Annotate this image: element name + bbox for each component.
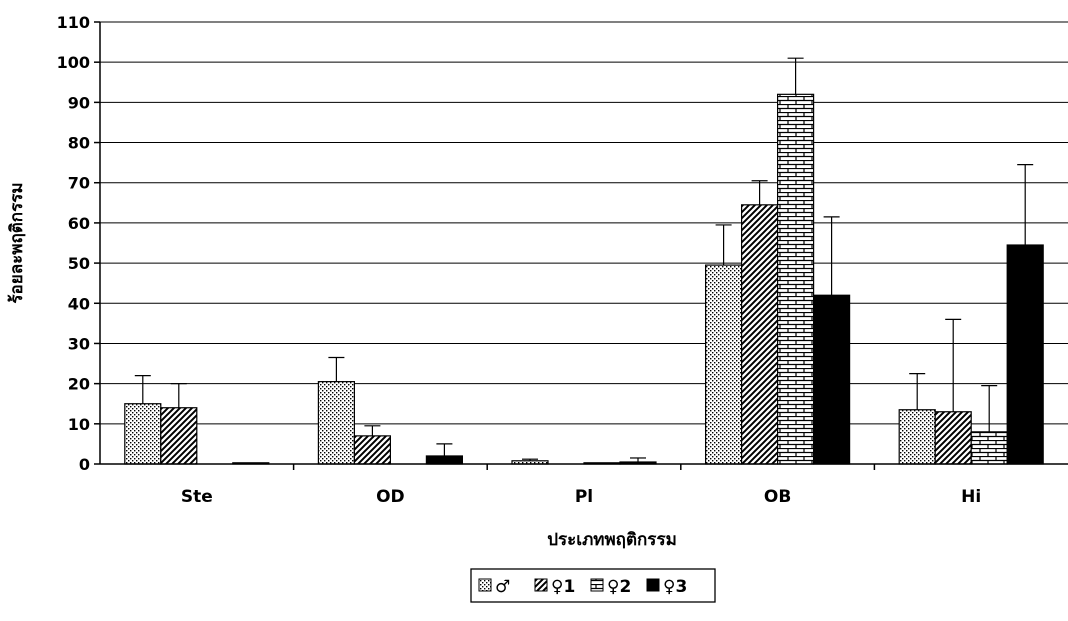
y-tick-label: 0 xyxy=(79,455,90,474)
bar xyxy=(812,294,851,465)
legend-entry: ♀2 xyxy=(607,577,631,597)
bar xyxy=(704,264,743,465)
bar xyxy=(160,407,198,465)
bar xyxy=(124,403,162,465)
x-category-labels: Ste OD Pl OB Hi xyxy=(181,487,981,507)
bar xyxy=(353,435,391,465)
legend-entry: ♀1 xyxy=(551,577,575,597)
y-tick-label: 30 xyxy=(68,334,90,353)
y-tick-label: 60 xyxy=(68,214,90,233)
bar xyxy=(740,204,779,465)
bar xyxy=(425,455,463,465)
bars xyxy=(124,93,1044,465)
legend-swatch xyxy=(590,578,604,592)
bar xyxy=(934,411,972,465)
legend-swatch xyxy=(534,578,548,592)
legend-swatch xyxy=(646,578,660,592)
bar xyxy=(776,93,815,465)
bar xyxy=(317,381,355,465)
y-tick-label: 110 xyxy=(57,13,90,32)
y-tick-label: 100 xyxy=(57,53,90,72)
legend-swatch xyxy=(478,578,492,592)
x-category-label: OB xyxy=(764,487,791,507)
y-tick-label: 90 xyxy=(68,93,90,112)
x-category-label: OD xyxy=(376,487,405,507)
error-bars xyxy=(134,57,1034,462)
legend-entry: ♂ xyxy=(495,577,510,597)
x-axis-title: ประเภทพฤติกรรม xyxy=(547,530,677,550)
x-category-label: Pl xyxy=(575,487,593,507)
y-tick-label: 10 xyxy=(68,415,90,434)
axes xyxy=(99,22,1068,470)
bar xyxy=(970,431,1008,465)
y-tick-label: 20 xyxy=(68,375,90,394)
y-tick-label: 70 xyxy=(68,174,90,193)
x-category-label: Ste xyxy=(181,487,213,507)
x-category-label: Hi xyxy=(961,487,981,507)
y-tick-labels: 0 10 20 30 40 50 60 70 80 90 100 110 xyxy=(57,13,90,474)
gridlines xyxy=(94,21,1068,465)
bar xyxy=(1006,244,1044,465)
y-tick-label: 50 xyxy=(68,254,90,273)
legend: ♂ ♀1 ♀2 ♀3 xyxy=(470,568,716,603)
bar xyxy=(898,409,936,465)
y-axis-title: ร้อยละพฤติกรรม xyxy=(7,182,27,303)
y-tick-label: 40 xyxy=(68,294,90,313)
y-tick-label: 80 xyxy=(68,134,90,153)
legend-entry: ♀3 xyxy=(663,577,687,597)
